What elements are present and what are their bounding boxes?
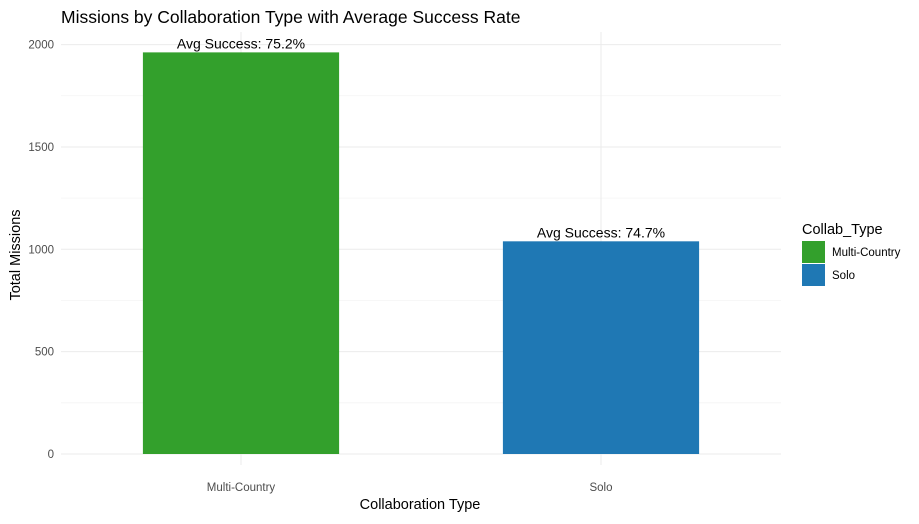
y-tick-label: 500 (35, 347, 54, 359)
y-tick-label: 1000 (28, 244, 54, 256)
legend-label: Multi-Country (832, 247, 901, 259)
legend-items: Multi-Country Solo (802, 241, 901, 286)
data-label: Avg Success: 74.7% (537, 224, 665, 240)
bar-solo (502, 241, 700, 454)
x-axis-ticks: Multi-Country Solo (207, 482, 613, 494)
y-tick-label: 1500 (28, 142, 54, 154)
x-axis-title: Collaboration Type (360, 497, 481, 513)
data-label: Avg Success: 75.2% (177, 35, 305, 51)
x-tick-label: Solo (589, 482, 612, 494)
y-axis-title: Total Missions (8, 209, 24, 300)
chart-title: Missions by Collaboration Type with Aver… (61, 7, 520, 27)
bar-multi-country (142, 52, 340, 454)
legend-label: Solo (832, 270, 855, 282)
y-tick-label: 0 (48, 449, 54, 461)
bars (142, 52, 700, 454)
y-tick-label: 2000 (28, 40, 54, 52)
legend-swatch (802, 241, 825, 263)
legend-swatch (802, 264, 825, 286)
x-tick-label: Multi-Country (207, 482, 276, 494)
legend-title: Collab_Type (802, 222, 883, 238)
data-labels: Avg Success: 75.2% Avg Success: 74.7% (177, 35, 665, 240)
y-axis-ticks: 0 500 1000 1500 2000 (28, 40, 54, 461)
legend: Collab_Type Multi-Country Solo (802, 222, 901, 286)
